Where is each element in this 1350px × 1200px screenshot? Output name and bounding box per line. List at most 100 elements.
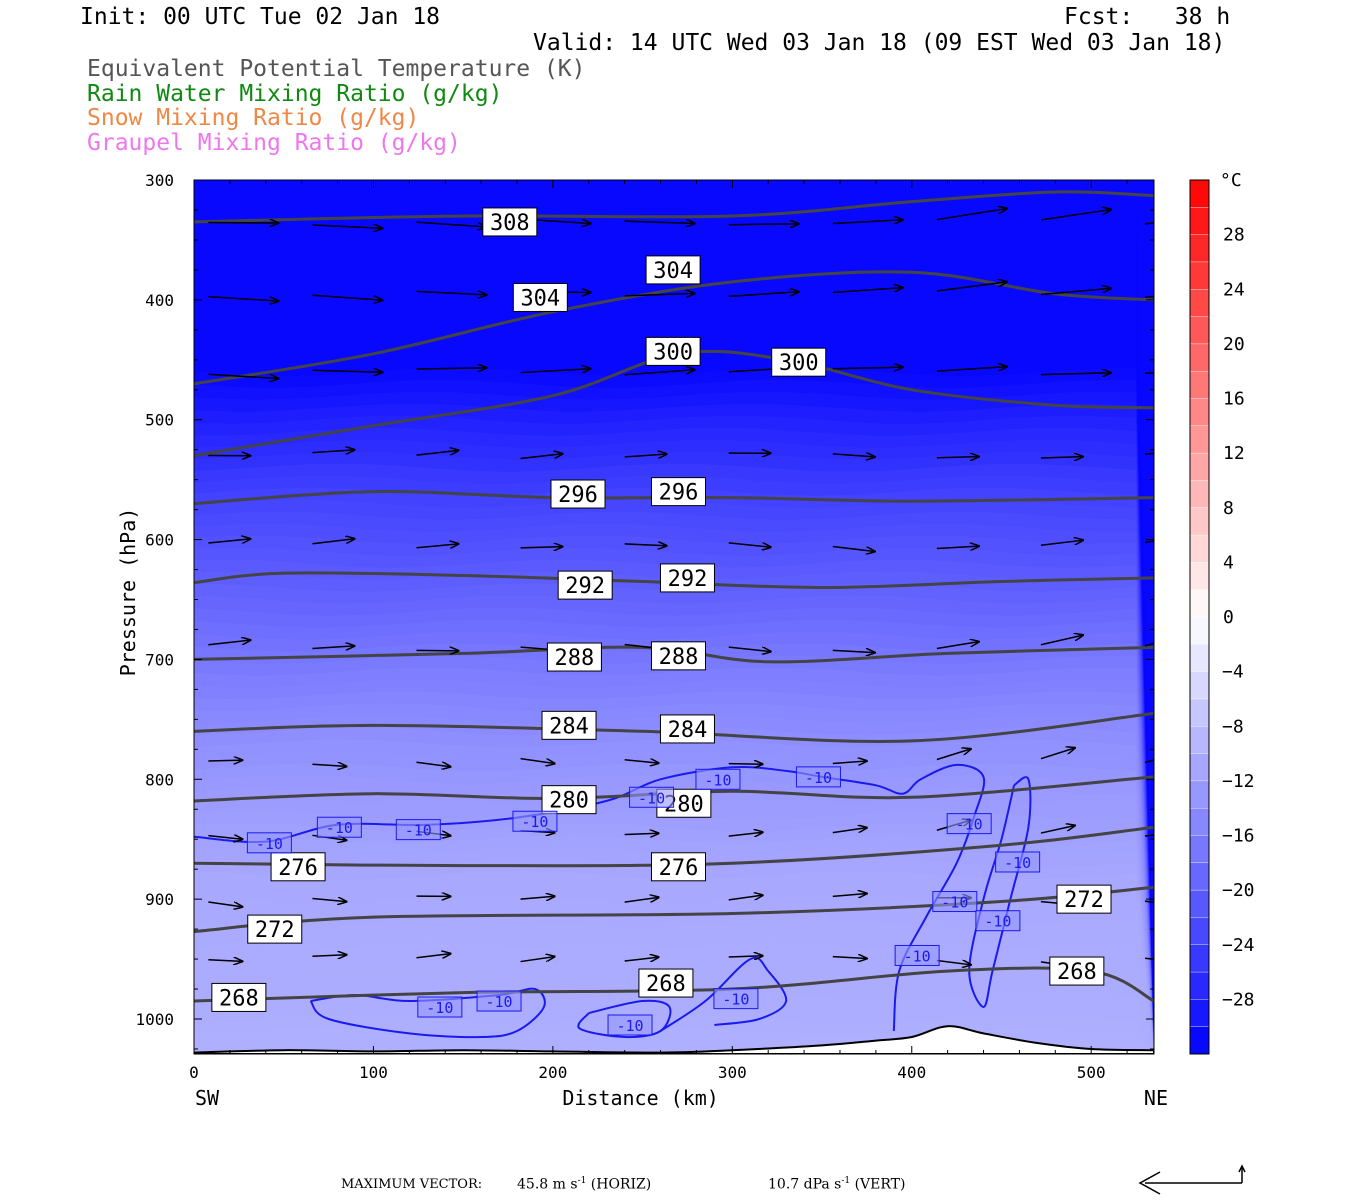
theta-e-label-box — [557, 570, 613, 600]
wind-vector — [208, 640, 250, 646]
wind-vector — [1144, 834, 1154, 837]
theta-e-contour-272 — [194, 885, 1154, 933]
temperature-label: -10 — [1004, 854, 1031, 872]
wind-vector — [728, 956, 763, 957]
wind-vector — [936, 367, 1007, 372]
wind-vector — [936, 642, 979, 650]
temperature-label: -10 — [722, 991, 749, 1009]
theta-e-label: 272 — [1064, 888, 1104, 913]
wind-vector — [1040, 540, 1083, 547]
colorbar-segment — [1189, 398, 1210, 427]
colorbar-segment — [1189, 616, 1210, 646]
colorbar-segment — [1189, 562, 1210, 591]
theta-e-label: 272 — [255, 918, 295, 943]
x-tick-label: 500 — [1077, 1063, 1106, 1082]
theta-e-label-box — [659, 714, 715, 744]
wind-vector — [728, 895, 763, 901]
x-tick-label: 300 — [718, 1063, 747, 1082]
colorbar-label: 24 — [1223, 279, 1245, 300]
theta-e-label-box — [650, 641, 706, 671]
wind-vector — [1040, 825, 1075, 834]
wind-vector — [832, 288, 903, 294]
x-right-label: NE — [1144, 1086, 1168, 1110]
theta-e-label: 300 — [653, 340, 693, 365]
init-time: Init: 00 UTC Tue 02 Jan 18 — [80, 4, 441, 30]
valid-time: Valid: 14 UTC Wed 03 Jan 18 (09 EST Wed … — [533, 30, 1226, 56]
wind-vector — [624, 897, 659, 903]
wind-vector — [1144, 759, 1154, 764]
theta-e-label-box — [638, 968, 694, 998]
wind-vector — [832, 367, 903, 369]
y-tick-label: 600 — [145, 531, 174, 550]
colorbar-segment — [1189, 480, 1210, 509]
colorbar-label: −24 — [1222, 935, 1255, 956]
wind-vector — [832, 761, 867, 764]
theta-e-label: 296 — [659, 481, 699, 506]
theta-e-contour-300 — [194, 349, 1154, 458]
wind-vector — [1040, 748, 1075, 760]
wind-vector — [312, 764, 346, 766]
theta-e-contour-292 — [194, 571, 1154, 590]
wind-vector — [624, 293, 695, 296]
x-axis-title: Distance (km) — [562, 1086, 719, 1110]
wind-vector — [1144, 540, 1154, 544]
wind-vector — [832, 893, 867, 896]
legend-theta-e: Equivalent Potential Temperature (K) — [87, 56, 586, 82]
y-tick-label: 800 — [145, 770, 174, 789]
colorbar-segment — [1189, 179, 1210, 209]
x-tick-label: 0 — [189, 1063, 199, 1082]
wind-vector — [520, 957, 555, 963]
theta-e-label: 268 — [646, 972, 686, 997]
y-axis-title: Pressure (hPa) — [116, 508, 140, 677]
colorbar-segment — [1189, 753, 1210, 782]
colorbar-segment — [1189, 971, 1210, 1001]
temperature-label: -10 — [326, 819, 353, 837]
colorbar-segment — [1189, 425, 1210, 454]
temperature-label: -10 — [704, 771, 731, 789]
temperature-label-box — [695, 768, 741, 790]
wind-vector — [416, 221, 487, 227]
temperature-label-box — [894, 944, 940, 966]
temperature-label-box — [607, 1014, 653, 1036]
colorbar-segment — [1189, 999, 1210, 1028]
temperature-label: -10 — [984, 913, 1011, 931]
wind-vector — [520, 896, 555, 899]
wind-vector — [1040, 457, 1083, 458]
wind-vector — [832, 828, 867, 834]
wind-vector — [312, 898, 346, 901]
wind-vector — [1144, 900, 1154, 904]
wind-vector — [312, 955, 346, 957]
wind-vector — [312, 370, 382, 372]
theta-e-label: 284 — [668, 718, 708, 743]
wind-vector — [936, 457, 979, 458]
colorbar-label: 8 — [1223, 498, 1234, 519]
wind-vector — [208, 836, 242, 840]
theta-e-label-box — [546, 642, 602, 672]
wind-vector — [312, 539, 354, 545]
theta-e-label-box — [645, 255, 701, 285]
theta-e-label-box — [247, 914, 303, 944]
temperature-label-box — [975, 910, 1021, 932]
theta-e-contour-276 — [194, 825, 1154, 868]
max-vector-key-icon — [1138, 1164, 1246, 1195]
temperature-label: -10 — [941, 894, 968, 912]
theta-e-label-box — [1049, 956, 1105, 986]
theta-e-label-box — [650, 852, 706, 882]
wind-vector — [520, 547, 563, 548]
wind-vector — [416, 544, 459, 548]
colorbar-label: −8 — [1222, 716, 1244, 737]
legend-graupel: Graupel Mixing Ratio (g/kg) — [87, 130, 461, 156]
theta-e-label: 268 — [219, 986, 259, 1011]
wind-vector — [208, 295, 278, 301]
x-tick-label: 200 — [538, 1063, 567, 1082]
wind-vector — [416, 450, 459, 456]
temperature-label: -10 — [616, 1017, 643, 1035]
colorbar-frame — [1189, 179, 1210, 1055]
wind-vector — [312, 225, 382, 228]
temperature-label-box — [795, 766, 841, 788]
theta-e-label-box — [512, 282, 568, 312]
wind-vector — [728, 224, 799, 225]
colorbar-label: 16 — [1223, 389, 1245, 410]
wind-vector — [1040, 288, 1111, 296]
colorbar-label: 12 — [1223, 443, 1245, 464]
